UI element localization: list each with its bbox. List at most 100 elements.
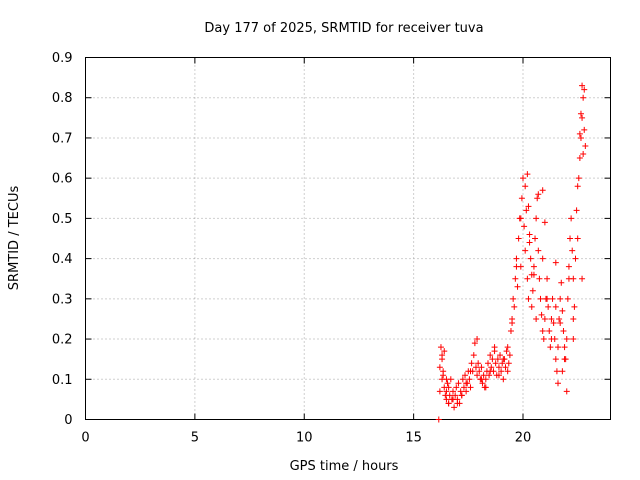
data-point xyxy=(455,380,462,387)
data-point xyxy=(482,384,489,391)
data-point xyxy=(544,275,551,282)
plot-frame xyxy=(85,57,611,420)
data-point xyxy=(436,388,443,395)
y-tick-label: 0.2 xyxy=(52,333,73,348)
data-point xyxy=(569,247,576,254)
data-point xyxy=(557,319,564,326)
data-point xyxy=(495,364,502,371)
y-tick-label: 0.9 xyxy=(52,51,73,66)
y-tick-label: 0.6 xyxy=(52,172,73,187)
data-point xyxy=(444,380,451,387)
data-point xyxy=(571,303,578,310)
data-point xyxy=(474,336,481,343)
data-point xyxy=(563,388,570,395)
data-point xyxy=(558,279,565,286)
data-point xyxy=(559,307,566,314)
data-point xyxy=(443,388,450,395)
data-point xyxy=(532,235,539,242)
data-point xyxy=(489,356,496,363)
data-point xyxy=(527,255,534,262)
data-point xyxy=(486,372,493,379)
data-point xyxy=(510,295,517,302)
data-point xyxy=(478,364,485,371)
data-point xyxy=(494,356,501,363)
x-tick-label: 20 xyxy=(515,431,532,446)
y-tick-label: 0.7 xyxy=(52,131,73,146)
data-point xyxy=(564,295,571,302)
data-point xyxy=(563,336,570,343)
x-axis-label: GPS time / hours xyxy=(290,459,399,474)
data-point xyxy=(523,207,530,214)
data-point xyxy=(511,303,518,310)
data-point xyxy=(460,384,467,391)
data-point xyxy=(533,315,540,322)
data-point xyxy=(575,175,582,182)
data-point xyxy=(453,384,460,391)
data-point xyxy=(552,259,559,266)
data-point xyxy=(512,275,519,282)
data-point xyxy=(577,134,584,141)
data-point xyxy=(447,376,454,383)
data-point xyxy=(574,235,581,242)
data-point xyxy=(470,352,477,359)
data-point xyxy=(528,303,535,310)
data-point xyxy=(577,110,584,117)
data-point xyxy=(440,372,447,379)
data-point xyxy=(471,340,478,347)
x-tick-label: 10 xyxy=(296,431,313,446)
data-point xyxy=(541,315,548,322)
data-point xyxy=(463,388,470,395)
data-point xyxy=(536,275,543,282)
data-point xyxy=(441,348,448,355)
data-point xyxy=(518,195,525,202)
data-point xyxy=(476,368,483,375)
data-point xyxy=(579,82,586,89)
data-point xyxy=(547,344,554,351)
data-point xyxy=(507,328,514,335)
x-tick-label: 5 xyxy=(191,431,199,446)
data-point xyxy=(463,380,470,387)
data-point xyxy=(552,303,559,310)
axis-ticks: 0 0.1 0.2 0.3 0.4 0.5 0.6 0.7 0.8 0.9 0 5 10 15 20 xyxy=(52,51,611,446)
data-point xyxy=(474,372,481,379)
data-point xyxy=(553,368,560,375)
data-point xyxy=(478,376,485,383)
y-tick-label: 0 xyxy=(64,413,72,428)
data-point xyxy=(488,364,495,371)
data-point xyxy=(499,360,506,367)
data-point xyxy=(513,255,520,262)
data-point xyxy=(557,295,564,302)
data-point xyxy=(459,376,466,383)
data-point xyxy=(580,94,587,101)
data-point xyxy=(572,255,579,262)
data-point xyxy=(467,368,474,375)
data-point xyxy=(450,396,456,403)
data-point xyxy=(502,364,509,371)
data-point xyxy=(506,352,513,359)
data-point xyxy=(509,319,516,326)
data-point xyxy=(491,344,498,351)
data-point xyxy=(475,360,482,367)
data-point xyxy=(479,380,486,387)
data-point xyxy=(548,315,555,322)
data-point xyxy=(538,311,545,318)
data-point xyxy=(462,372,469,379)
data-point xyxy=(445,400,452,407)
data-point xyxy=(466,376,473,383)
data-point xyxy=(576,155,583,162)
y-tick-label: 0.1 xyxy=(52,373,73,388)
data-point xyxy=(573,207,580,214)
y-axis-label: SRMTID / TECUs xyxy=(7,186,22,291)
data-point xyxy=(561,356,568,363)
data-point xyxy=(550,319,557,326)
data-point xyxy=(452,392,459,399)
data-point xyxy=(497,352,504,359)
y-tick-label: 0.3 xyxy=(52,292,73,307)
data-point xyxy=(436,364,443,371)
data-point xyxy=(574,183,581,190)
data-point xyxy=(539,328,546,335)
data-point xyxy=(580,151,587,158)
data-point xyxy=(546,328,553,335)
data-point xyxy=(513,263,520,270)
